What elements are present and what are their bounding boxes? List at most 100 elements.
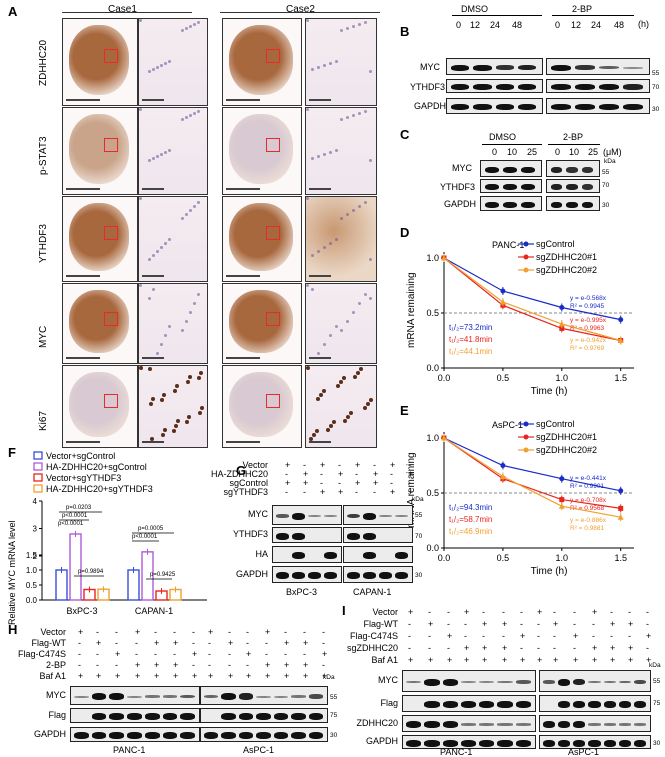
condition-sign: + bbox=[115, 671, 121, 681]
blot-row-label-zdhhc20: ZDHHC20 bbox=[356, 717, 398, 728]
condition-sign: - bbox=[355, 469, 358, 479]
ihc-image-r1-c2 bbox=[222, 107, 302, 195]
c-kda-55: 55 bbox=[602, 169, 610, 176]
c-tick: 25 bbox=[588, 147, 599, 157]
nucleus bbox=[174, 424, 178, 428]
band bbox=[204, 732, 219, 739]
condition-sign: + bbox=[338, 469, 344, 479]
band bbox=[497, 723, 513, 726]
nucleus bbox=[156, 352, 159, 355]
scale-bar bbox=[66, 275, 100, 277]
band bbox=[460, 701, 477, 708]
h-kda-head: kDa bbox=[323, 674, 335, 681]
panel-g-label: G bbox=[236, 463, 247, 478]
band bbox=[566, 201, 578, 208]
scale-bar bbox=[226, 275, 260, 277]
b-tick: 24 bbox=[490, 20, 501, 30]
nucleus bbox=[197, 376, 201, 380]
condition-sign: - bbox=[537, 631, 540, 641]
scale-bar bbox=[226, 357, 260, 359]
condition-sign: + bbox=[246, 649, 252, 659]
blot-row-label-flag: Flag bbox=[380, 697, 398, 708]
case1-header: Case1 bbox=[108, 4, 137, 15]
condition-sign: + bbox=[502, 619, 508, 629]
blot-b-row1-box1 bbox=[546, 79, 650, 93]
c-tick: 25 bbox=[527, 147, 538, 157]
b-tick: 24 bbox=[591, 20, 602, 30]
nucleus bbox=[152, 68, 155, 71]
band bbox=[460, 723, 477, 726]
case2-line bbox=[220, 12, 380, 13]
y-tick-label: 0.5 bbox=[26, 581, 38, 590]
nucleus bbox=[139, 108, 142, 111]
band bbox=[324, 515, 337, 518]
condition-sign: - bbox=[502, 607, 505, 617]
b-tick: 0 bbox=[456, 20, 462, 30]
ihc-row-label-zdhhc20: ZDHHC20 bbox=[38, 39, 49, 86]
scale-bar bbox=[226, 441, 260, 443]
blot-c-row2-box0 bbox=[480, 196, 542, 211]
data-point bbox=[617, 514, 624, 520]
nucleus bbox=[148, 70, 151, 73]
chart-title: PANC-1 bbox=[492, 240, 524, 250]
y-tick-label: 0.5 bbox=[426, 488, 439, 498]
condition-sign: + bbox=[265, 627, 271, 637]
condition-sign: + bbox=[553, 655, 559, 665]
nucleus bbox=[168, 238, 171, 241]
condition-sign: - bbox=[338, 478, 341, 488]
nucleus bbox=[317, 66, 320, 69]
condition-sign: + bbox=[303, 469, 309, 479]
nucleus bbox=[369, 297, 372, 300]
condition-sign: - bbox=[390, 469, 393, 479]
blot-c-row1-box0 bbox=[480, 179, 542, 193]
scale-bar bbox=[226, 99, 260, 101]
condition-sign: - bbox=[115, 638, 118, 648]
y-tick-label: 1.5 bbox=[26, 551, 38, 560]
equation: y = e-0.568x bbox=[570, 295, 607, 302]
condition-sign: - bbox=[208, 638, 211, 648]
band bbox=[633, 723, 646, 726]
nucleus bbox=[198, 411, 202, 415]
x-tick-label: 0.5 bbox=[497, 373, 510, 383]
band bbox=[618, 723, 631, 726]
condition-sign: - bbox=[154, 649, 157, 659]
condition-sign: + bbox=[610, 655, 616, 665]
data-point bbox=[618, 488, 624, 494]
g-cell-label-capan1: CAPAN-1 bbox=[353, 587, 392, 597]
ihc-image-r0-c2 bbox=[222, 18, 302, 106]
condition-sign: - bbox=[284, 649, 287, 659]
zoom-box bbox=[104, 49, 118, 64]
data-point bbox=[618, 505, 624, 511]
nucleus bbox=[181, 217, 184, 220]
band bbox=[495, 104, 514, 110]
condition-sign: + bbox=[192, 671, 198, 681]
condition-sign: + bbox=[208, 627, 214, 637]
b-tick: 12 bbox=[470, 20, 481, 30]
condition-sign: - bbox=[646, 619, 649, 629]
band bbox=[497, 739, 513, 747]
condition-sign: - bbox=[322, 660, 325, 670]
condition-sign: + bbox=[284, 660, 290, 670]
condition-sign: - bbox=[573, 619, 576, 629]
band bbox=[180, 713, 195, 720]
zoom-box bbox=[266, 226, 280, 241]
ihc-image-r1-c1 bbox=[138, 107, 208, 195]
nucleus bbox=[160, 246, 163, 249]
half-life: t₁/₂=41.8min bbox=[449, 335, 492, 344]
y-tick-label: 1.0 bbox=[426, 433, 439, 443]
band bbox=[503, 184, 517, 190]
band bbox=[395, 572, 408, 579]
ihc-image-r2-c3 bbox=[305, 196, 377, 282]
nucleus bbox=[340, 217, 343, 220]
band bbox=[515, 701, 531, 708]
blot-blot-g-r0-b0 bbox=[272, 505, 342, 525]
nucleus bbox=[364, 21, 367, 24]
band bbox=[308, 713, 323, 720]
ihc-image-r4-c2 bbox=[222, 365, 302, 448]
nucleus bbox=[346, 213, 349, 216]
blot-blot-g-r1-b1 bbox=[343, 527, 413, 543]
band bbox=[451, 84, 470, 90]
condition-sign: - bbox=[265, 638, 268, 648]
r-squared: R² = 0.9769 bbox=[570, 345, 605, 352]
y-tick-label: 0.0 bbox=[426, 543, 439, 553]
